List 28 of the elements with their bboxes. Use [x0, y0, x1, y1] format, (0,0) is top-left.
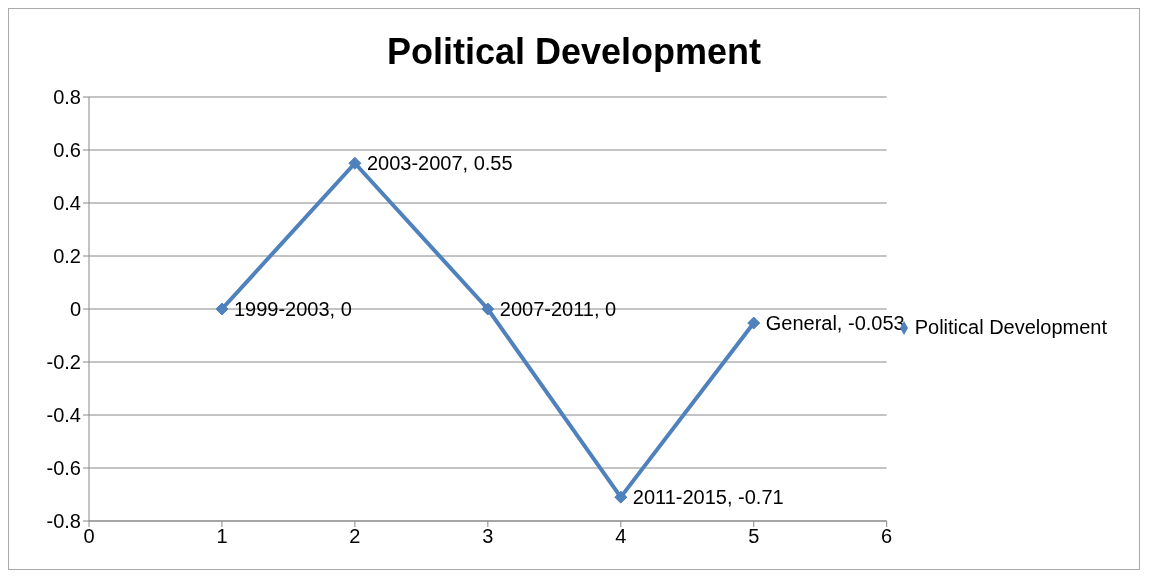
y-tick-label: 0.2: [53, 245, 81, 268]
x-tick-label: 0: [83, 525, 95, 548]
x-tick-label: 1: [216, 525, 228, 548]
chart-title: Political Development: [385, 30, 763, 74]
point: [481, 302, 495, 316]
y-tick-label: 0.4: [53, 192, 81, 215]
x-tick-label: 4: [615, 525, 627, 548]
x-tick-label: 2: [349, 525, 361, 548]
data-label: 2011-2015, -0.71: [632, 486, 784, 509]
legend-label: Political Development: [914, 315, 1107, 338]
y-tick-label: -0.2: [46, 351, 81, 374]
point: [348, 156, 362, 170]
y-tick-label: -0.8: [46, 510, 81, 533]
point: [614, 490, 628, 504]
x-tick-label: 5: [748, 525, 760, 548]
point: [215, 302, 229, 316]
y-tick-label: 0: [69, 298, 81, 321]
point: [747, 316, 761, 330]
data-label: 2007-2011, 0: [499, 298, 617, 321]
data-label: 2003-2007, 0.55: [366, 152, 513, 175]
y-tick-label: -0.4: [46, 404, 81, 427]
data-label: General, -0.053: [765, 312, 905, 335]
y-tick-label: 0.6: [53, 139, 81, 162]
x-tick-label: 6: [881, 525, 893, 548]
x-tick-label: 3: [482, 525, 494, 548]
data-label: 1999-2003, 0: [233, 298, 352, 321]
y-tick-label: -0.6: [46, 457, 81, 480]
y-tick-label: 0.8: [53, 86, 81, 109]
